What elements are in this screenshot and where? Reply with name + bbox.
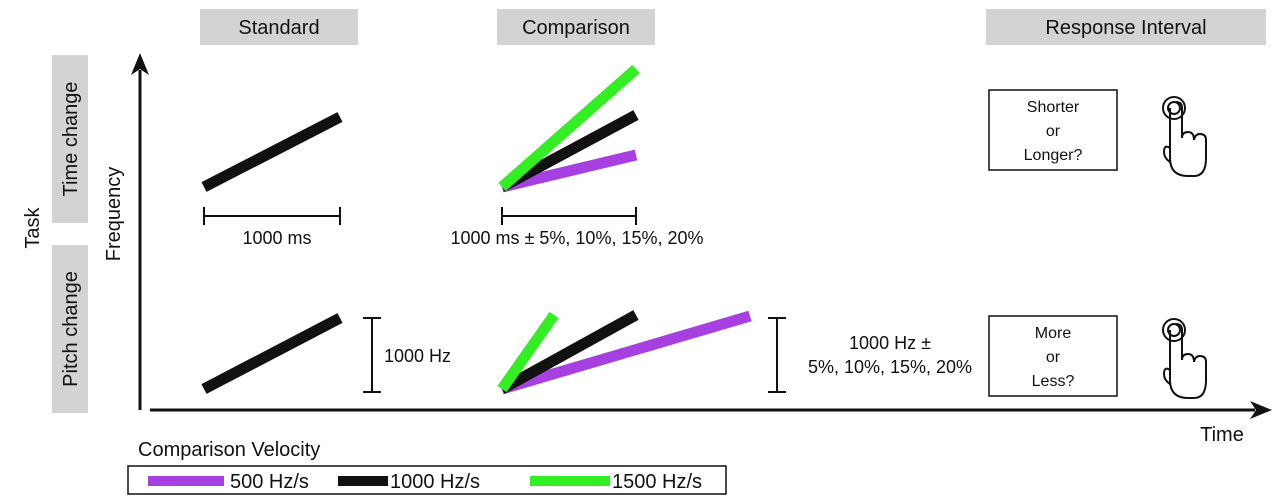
time-comparison-sweep-1500 [498,64,640,192]
pitch-response-box: More or Less? [988,315,1118,397]
pitch-standard-range-bracket [363,317,381,393]
phase-header-response: Response Interval [986,9,1266,45]
pitch-standard-range-label: 1000 Hz [384,346,451,366]
time-axis [150,401,1272,419]
time-response-box: Shorter or Longer? [988,89,1118,171]
time-standard-duration-bracket [203,207,341,225]
task-header-time-change: Time change [52,55,88,223]
task-group-label: Task [22,206,44,248]
time-standard-sweep [201,112,343,192]
pitch-comparison-range-bracket [768,317,786,393]
frequency-axis [131,53,149,410]
legend-label-1500: 1500 Hz/s [612,471,702,493]
task-label-time-change: Time change [60,82,82,197]
hand-pointer-icon [1162,96,1207,177]
phase-header-comparison: Comparison [497,9,655,45]
time-comparison-duration-bracket [501,207,637,225]
time-axis-label: Time [1200,424,1244,446]
time-standard-duration-label: 1000 ms [242,228,311,248]
task-label-pitch-change: Pitch change [60,271,82,387]
time-comparison-sweep-500 [500,149,638,193]
pitch-response-line-2: or [1046,349,1061,366]
phase-label-response: Response Interval [1045,17,1206,39]
pitch-comparison-range-line-2: 5%, 10%, 15%, 20% [808,357,972,377]
pitch-response-line-1: More [1035,325,1072,342]
time-comparison-duration-label: 1000 ms ± 5%, 10%, 15%, 20% [450,228,703,248]
pitch-standard-sweep [201,313,343,394]
time-response-line-3: Longer? [1024,147,1083,164]
pitch-comparison-sweep-1000 [499,310,639,394]
phase-header-standard: Standard [200,9,358,45]
task-header-pitch-change: Pitch change [52,245,88,413]
legend-title: Comparison Velocity [138,439,320,461]
hand-pointer-icon [1162,318,1207,399]
legend-label-1000: 1000 Hz/s [390,471,480,493]
frequency-axis-label: Frequency [103,167,125,262]
pitch-comparison-sweep-500 [500,310,752,395]
pitch-comparison-range-line-1: 1000 Hz ± [849,333,931,353]
legend: 500 Hz/s 1000 Hz/s 1500 Hz/s [127,465,727,495]
phase-label-comparison: Comparison [522,17,630,39]
phase-label-standard: Standard [238,17,319,39]
time-response-line-2: or [1046,123,1061,140]
time-comparison-sweep-1000 [499,110,639,192]
pitch-response-line-3: Less? [1032,373,1075,390]
time-response-line-1: Shorter [1027,99,1080,116]
pitch-comparison-sweep-1500 [497,311,559,393]
legend-label-500: 500 Hz/s [230,471,309,493]
